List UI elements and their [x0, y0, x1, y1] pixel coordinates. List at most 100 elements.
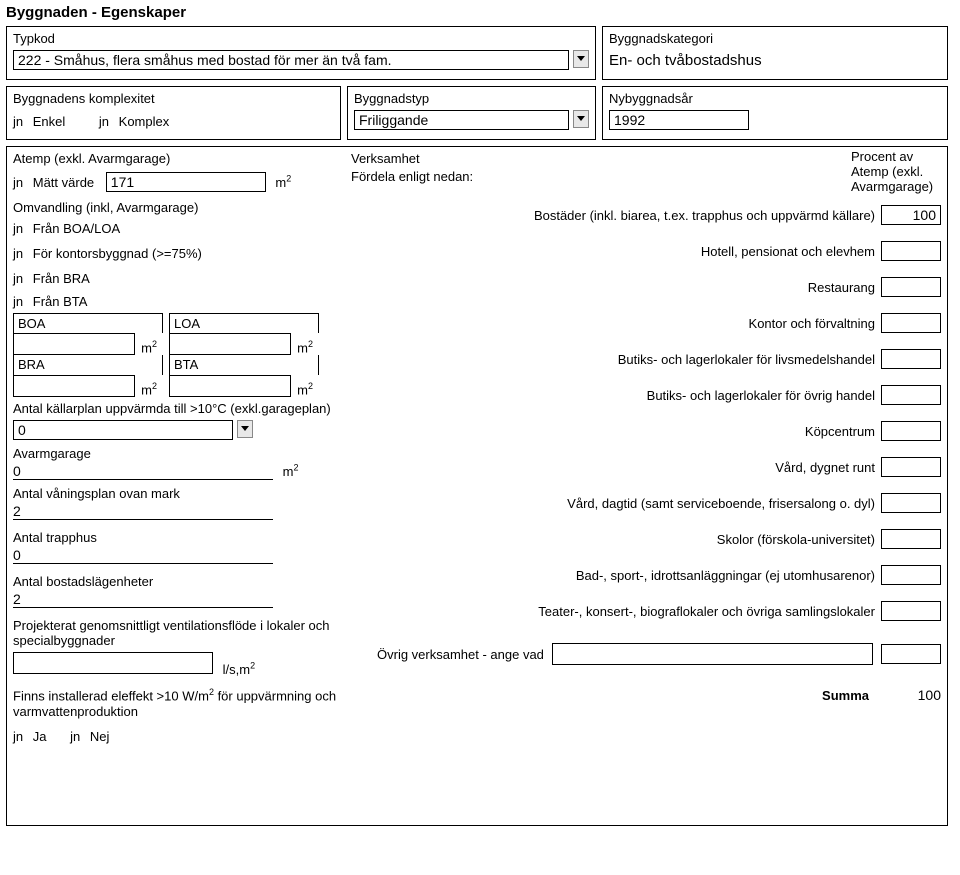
avarmgarage-unit: m2	[283, 464, 299, 479]
omvandling-opt4: Från BTA	[33, 294, 88, 309]
nybyggnadsar-value[interactable]: 1992	[609, 110, 749, 130]
verksamhet-input-5[interactable]	[881, 385, 941, 405]
typkod-label: Typkod	[13, 31, 589, 46]
radio-kontor-icon[interactable]: jn	[13, 246, 23, 261]
verksamhet-row-7: Vård, dygnet runt	[381, 460, 881, 475]
nybyggnadsar-box: Nybyggnadsår 1992	[602, 86, 948, 140]
page-root: Byggnaden - Egenskaper Typkod 222 - Småh…	[0, 0, 960, 875]
verksamhet-row-5: Butiks- och lagerlokaler för övrig hande…	[381, 388, 881, 403]
summa-label: Summa	[822, 688, 869, 703]
verksamhet-row-11: Teater-, konsert-, biograflokaler och öv…	[381, 604, 881, 619]
eleffekt-label: Finns installerad eleffekt >10 W/m2 för …	[13, 687, 373, 718]
verksamhet-input-1[interactable]	[881, 241, 941, 261]
byggnadstyp-dropdown-icon[interactable]	[573, 110, 589, 128]
verksamhet-input-2[interactable]	[881, 277, 941, 297]
byggnadstyp-label: Byggnadstyp	[354, 91, 589, 106]
kategori-value: En- och tvåbostadshus	[609, 52, 941, 69]
verksamhet-input-7[interactable]	[881, 457, 941, 477]
bostadslag-value[interactable]: 2	[13, 591, 273, 608]
kategori-label: Byggnadskategori	[609, 31, 941, 46]
bra-input[interactable]	[13, 375, 135, 397]
omvandling-opt3: Från BRA	[33, 271, 90, 286]
bta-label: BTA	[169, 355, 319, 375]
verksamhet-input-8[interactable]	[881, 493, 941, 513]
omvandling-opt2: För kontorsbyggnad (>=75%)	[33, 246, 202, 261]
boa-input[interactable]	[13, 333, 135, 355]
komplexitet-box: Byggnadens komplexitet jn Enkel jn Kompl…	[6, 86, 341, 140]
kallarplan-label: Antal källarplan uppvärmda till >10°C (e…	[13, 401, 343, 416]
radio-nej-icon[interactable]: jn	[70, 729, 80, 744]
vaningsplan-value[interactable]: 2	[13, 503, 273, 520]
kallarplan-value[interactable]: 0	[13, 420, 233, 440]
procent-h2: Atemp (exkl.	[851, 164, 941, 179]
verksamhet-input-0[interactable]: 100	[881, 205, 941, 225]
loa-label: LOA	[169, 313, 319, 333]
bra-unit: m2	[141, 381, 157, 397]
verksamhet-row-2: Restaurang	[381, 280, 881, 295]
loa-input[interactable]	[169, 333, 291, 355]
atemp-matt: Mätt värde	[33, 175, 94, 190]
kategori-box: Byggnadskategori En- och tvåbostadshus	[602, 26, 948, 80]
nybyggnadsar-label: Nybyggnadsår	[609, 91, 941, 106]
verksamhet-input-4[interactable]	[881, 349, 941, 369]
verksamhet-input-9[interactable]	[881, 529, 941, 549]
main-box: Atemp (exkl. Avarmgarage) jn Mätt värde …	[6, 146, 948, 826]
verksamhet-row-1: Hotell, pensionat och elevhem	[381, 244, 881, 259]
procent-h1: Procent av	[851, 149, 941, 164]
verksamhet-fordela: Fördela enligt nedan:	[351, 169, 473, 184]
trapphus-value[interactable]: 0	[13, 547, 273, 564]
summa-value: 100	[881, 687, 941, 703]
verksamhet-row-6: Köpcentrum	[381, 424, 881, 439]
komplexitet-label: Byggnadens komplexitet	[13, 91, 334, 106]
atemp-label: Atemp (exkl. Avarmgarage)	[13, 151, 343, 166]
page-title: Byggnaden - Egenskaper	[6, 4, 954, 21]
ventilation-unit: l/s,m2	[223, 662, 255, 677]
radio-ja-icon[interactable]: jn	[13, 729, 23, 744]
verksamhet-row-9: Skolor (förskola-universitet)	[381, 532, 881, 547]
typkod-box: Typkod 222 - Småhus, flera småhus med bo…	[6, 26, 596, 80]
boa-label: BOA	[13, 313, 163, 333]
avarmgarage-label: Avarmgarage	[13, 446, 343, 461]
ovrig-label: Övrig verksamhet - ange vad	[377, 647, 544, 662]
verksamhet-row-3: Kontor och förvaltning	[381, 316, 881, 331]
verksamhet-input-10[interactable]	[881, 565, 941, 585]
radio-bra-icon[interactable]: jn	[13, 271, 23, 286]
radio-matt-icon[interactable]: jn	[13, 175, 23, 190]
verksamhet-input-11[interactable]	[881, 601, 941, 621]
komplexitet-enkel: Enkel	[33, 114, 66, 129]
boa-unit: m2	[141, 339, 157, 355]
ventilation-input[interactable]	[13, 652, 213, 674]
radio-bta-icon[interactable]: jn	[13, 294, 23, 309]
eleffekt-ja: Ja	[33, 729, 47, 744]
kallarplan-dropdown-icon[interactable]	[237, 420, 253, 438]
radio-enkel-icon[interactable]: jn	[13, 114, 23, 129]
verksamhet-input-3[interactable]	[881, 313, 941, 333]
verksamhet-row-4: Butiks- och lagerlokaler för livsmedelsh…	[381, 352, 881, 367]
verksamhet-row-0: Bostäder (inkl. biarea, t.ex. trapphus o…	[381, 208, 881, 223]
byggnadstyp-box: Byggnadstyp Friliggande	[347, 86, 596, 140]
ovrig-text-input[interactable]	[552, 643, 873, 665]
byggnadstyp-value[interactable]: Friliggande	[354, 110, 569, 130]
eleffekt-nej: Nej	[90, 729, 110, 744]
radio-komplex-icon[interactable]: jn	[99, 114, 109, 129]
omvandling-opt1: Från BOA/LOA	[33, 221, 120, 236]
vaningsplan-label: Antal våningsplan ovan mark	[13, 486, 343, 501]
bra-label: BRA	[13, 355, 163, 375]
typkod-value[interactable]: 222 - Småhus, flera småhus med bostad fö…	[13, 50, 569, 70]
verksamhet-input-6[interactable]	[881, 421, 941, 441]
bostadslag-label: Antal bostadslägenheter	[13, 574, 343, 589]
bta-input[interactable]	[169, 375, 291, 397]
atemp-value[interactable]: 171	[106, 172, 266, 192]
radio-boa-icon[interactable]: jn	[13, 221, 23, 236]
avarmgarage-value[interactable]: 0	[13, 463, 273, 480]
trapphus-label: Antal trapphus	[13, 530, 343, 545]
loa-unit: m2	[297, 339, 313, 355]
omvandling-label: Omvandling (inkl, Avarmgarage)	[13, 200, 343, 215]
procent-h3: Avarmgarage)	[851, 179, 941, 194]
typkod-dropdown-icon[interactable]	[573, 50, 589, 68]
ventilation-label: Projekterat genomsnittligt ventilationsf…	[13, 618, 393, 648]
bta-unit: m2	[297, 381, 313, 397]
verksamhet-heading: Verksamhet	[351, 151, 420, 166]
verksamhet-row-10: Bad-, sport-, idrottsanläggningar (ej ut…	[381, 568, 881, 583]
ovrig-value-input[interactable]	[881, 644, 941, 664]
